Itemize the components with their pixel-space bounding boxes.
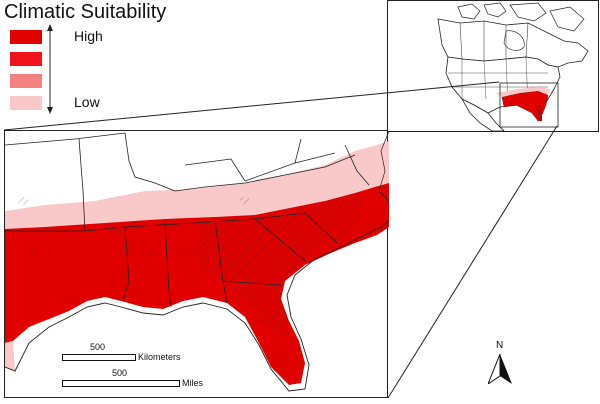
scale-bar-miles: 500 Miles: [62, 368, 222, 390]
inset-map: [387, 0, 599, 132]
legend-high-label: High: [74, 28, 103, 44]
main-map: [4, 130, 390, 398]
legend-double-arrow-icon: [47, 24, 53, 114]
legend-title: Climatic Suitability: [4, 1, 167, 23]
scale-bar-kilometers: 500 Kilometers: [62, 342, 202, 364]
north-label: N: [496, 340, 504, 351]
southeast-us-map: [4, 130, 390, 392]
scale-miles-unit: Miles: [182, 378, 204, 388]
legend-low-label: Low: [74, 94, 100, 110]
legend-swatch-4: [10, 96, 42, 110]
north-america-overview: [437, 2, 589, 132]
scale-miles-bar: [62, 380, 180, 387]
legend-swatch-3: [10, 74, 42, 88]
north-arrow-icon: [488, 354, 512, 384]
scale-km-unit: Kilometers: [138, 352, 181, 362]
legend-swatch-1: [10, 30, 42, 44]
legend-swatch-2: [10, 52, 42, 66]
scale-km-value: 500: [90, 342, 106, 352]
scale-km-bar: [62, 354, 136, 361]
scale-miles-value: 500: [112, 368, 128, 378]
